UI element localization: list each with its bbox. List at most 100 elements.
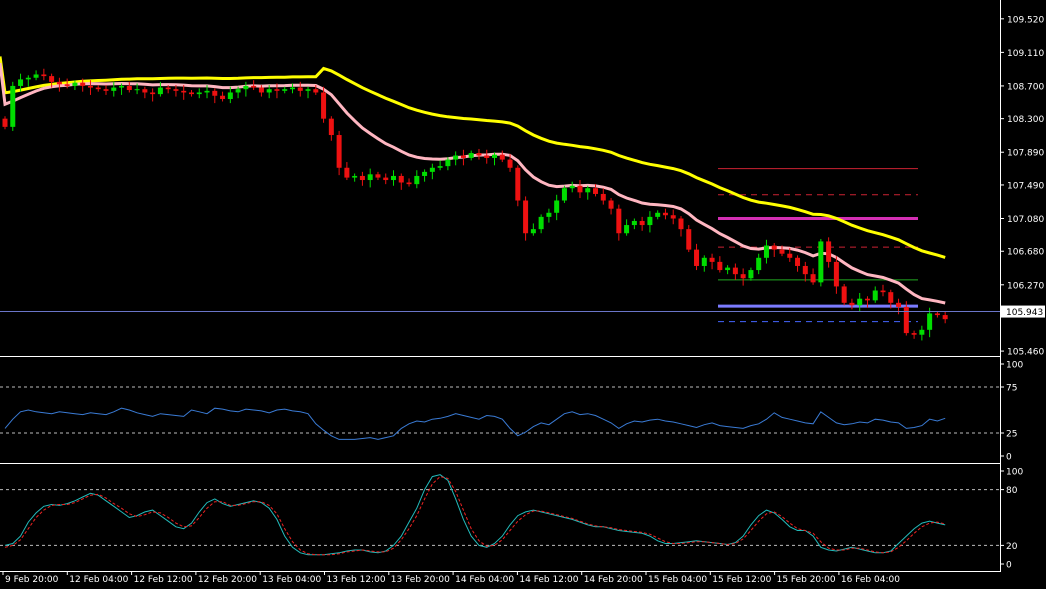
candle[interactable] (515, 165, 521, 207)
candle[interactable] (686, 225, 692, 253)
candle[interactable] (352, 173, 358, 182)
candle[interactable] (150, 88, 156, 102)
candle[interactable] (561, 185, 567, 203)
candle[interactable] (476, 148, 482, 160)
candle[interactable] (655, 210, 661, 220)
candle[interactable] (608, 198, 614, 215)
candle[interactable] (336, 130, 342, 176)
candle[interactable] (499, 150, 505, 163)
candle[interactable] (787, 247, 793, 262)
candle[interactable] (849, 298, 855, 310)
candle[interactable] (212, 88, 218, 104)
candle[interactable] (624, 219, 630, 236)
candle[interactable] (523, 196, 529, 241)
candle[interactable] (717, 256, 723, 273)
candle[interactable] (134, 83, 140, 95)
candle[interactable] (857, 292, 863, 311)
candle[interactable] (398, 173, 404, 190)
candle[interactable] (460, 149, 466, 166)
stochastic-panel[interactable] (0, 474, 1000, 556)
candle[interactable] (359, 171, 365, 186)
candle[interactable] (367, 168, 373, 188)
candle[interactable] (251, 80, 257, 91)
candle[interactable] (732, 263, 738, 280)
candle[interactable] (725, 265, 731, 275)
candle[interactable] (872, 286, 878, 303)
candle[interactable] (468, 150, 474, 161)
candle[interactable] (631, 218, 637, 230)
candle[interactable] (33, 70, 39, 81)
candle[interactable] (771, 243, 777, 257)
candle[interactable] (795, 255, 801, 272)
candle[interactable] (903, 301, 909, 336)
price-panel[interactable] (0, 0, 1000, 356)
candle[interactable] (142, 86, 148, 99)
candle[interactable] (492, 152, 498, 166)
candle[interactable] (748, 267, 754, 281)
candle[interactable] (119, 83, 125, 95)
candle[interactable] (305, 86, 311, 99)
candle[interactable] (445, 157, 451, 171)
candle[interactable] (678, 216, 684, 237)
candle[interactable] (406, 178, 412, 187)
candle[interactable] (165, 85, 171, 94)
candle[interactable] (274, 83, 280, 99)
candle[interactable] (126, 81, 132, 93)
candle[interactable] (64, 78, 70, 89)
candle[interactable] (344, 162, 350, 181)
candle[interactable] (422, 169, 428, 182)
candle[interactable] (810, 268, 816, 285)
candle[interactable] (321, 86, 327, 123)
candle[interactable] (538, 214, 544, 234)
candle[interactable] (196, 88, 202, 99)
candle[interactable] (437, 160, 443, 171)
candle[interactable] (911, 330, 917, 339)
candle[interactable] (600, 188, 606, 205)
candle[interactable] (243, 81, 249, 97)
candle[interactable] (616, 204, 622, 241)
candle[interactable] (763, 239, 769, 264)
candle[interactable] (833, 256, 839, 294)
candle[interactable] (662, 208, 668, 220)
candle[interactable] (80, 78, 86, 92)
candle[interactable] (258, 85, 264, 97)
candle[interactable] (577, 180, 583, 199)
candle[interactable] (282, 86, 288, 94)
candle[interactable] (173, 85, 179, 97)
candle[interactable] (289, 83, 295, 94)
candle[interactable] (328, 116, 334, 141)
candle[interactable] (779, 245, 785, 257)
candle[interactable] (414, 170, 420, 189)
candle[interactable] (585, 185, 591, 200)
candle[interactable] (647, 211, 653, 233)
candle[interactable] (95, 85, 101, 92)
candle[interactable] (453, 151, 459, 166)
candle[interactable] (826, 237, 832, 268)
candle[interactable] (802, 261, 808, 282)
candle[interactable] (880, 284, 886, 297)
candle[interactable] (818, 238, 824, 287)
candle[interactable] (391, 170, 396, 186)
candle[interactable] (841, 283, 847, 306)
candle[interactable] (103, 85, 109, 95)
candle[interactable] (157, 81, 163, 97)
candle[interactable] (709, 253, 715, 270)
candle[interactable] (554, 194, 560, 221)
candle[interactable] (227, 86, 233, 104)
candle[interactable] (383, 173, 389, 185)
candle[interactable] (25, 75, 31, 87)
candle[interactable] (204, 85, 210, 99)
candle[interactable] (864, 296, 870, 308)
candle[interactable] (235, 86, 241, 99)
candle[interactable] (266, 85, 272, 99)
candle[interactable] (375, 171, 381, 181)
candle[interactable] (934, 310, 940, 318)
candle[interactable] (429, 163, 435, 180)
candle[interactable] (530, 223, 536, 236)
candle[interactable] (18, 73, 24, 92)
candle[interactable] (49, 73, 55, 88)
candle[interactable] (2, 116, 8, 130)
candle[interactable] (484, 149, 490, 164)
candle[interactable] (593, 184, 599, 197)
